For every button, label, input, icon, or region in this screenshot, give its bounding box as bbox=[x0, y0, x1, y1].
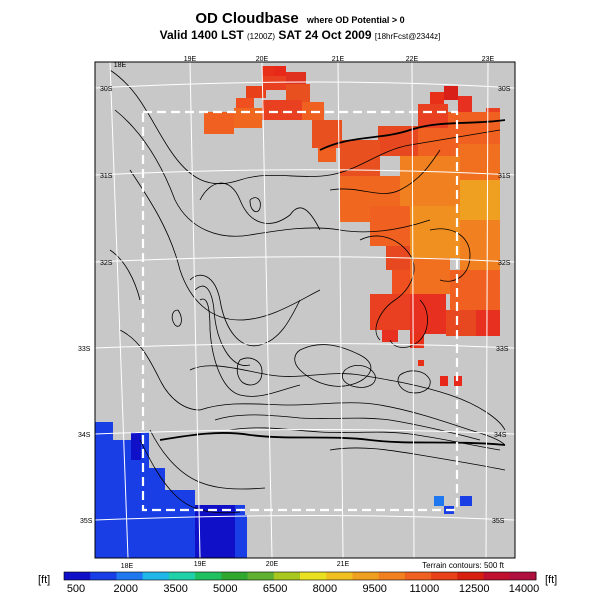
colorbar-tick-label: 5000 bbox=[213, 583, 237, 595]
lon-label: 18E bbox=[121, 563, 134, 570]
lon-labels-bottom: 18E 19E 20E 21E bbox=[121, 561, 350, 570]
valid-utc: (1200Z) bbox=[247, 32, 276, 41]
map-frame bbox=[94, 61, 516, 559]
lat-label: 30S bbox=[100, 86, 113, 93]
inner-domain-boundary bbox=[141, 110, 459, 512]
colorbar-swatch bbox=[352, 572, 380, 580]
lon-label: 20E bbox=[256, 56, 269, 63]
lon-label: 19E bbox=[194, 561, 207, 568]
colorbar-swatch bbox=[168, 572, 196, 580]
colorbar-tick-label: 12500 bbox=[459, 583, 490, 595]
colorbar-tick-label: 3500 bbox=[163, 583, 187, 595]
colorbar-frame bbox=[63, 571, 537, 581]
terrain-note: Terrain contours: 500 ft bbox=[422, 561, 505, 570]
lat-label: 32S bbox=[100, 260, 113, 267]
lon-label: 20E bbox=[266, 561, 279, 568]
colorbar-swatch bbox=[273, 572, 301, 580]
date-text: SAT 24 Oct 2009 bbox=[278, 28, 372, 42]
lat-label: 33S bbox=[78, 346, 91, 353]
lon-label: 21E bbox=[337, 561, 350, 568]
colorbar-tick-label: 11000 bbox=[410, 583, 440, 595]
title-condition: where OD Potential > 0 bbox=[306, 15, 405, 25]
lat-label: 34S bbox=[494, 432, 507, 439]
graticule bbox=[94, 61, 516, 559]
colorbar-swatch bbox=[300, 572, 327, 580]
colorbar-swatch bbox=[90, 572, 117, 580]
lat-labels-left: 30S 31S 32S 33S 34S 35S bbox=[78, 86, 113, 525]
colorbar-tick-label: 500 bbox=[67, 583, 85, 595]
lat-label: 33S bbox=[496, 346, 509, 353]
colorbar-tick-label: 6500 bbox=[263, 583, 287, 595]
colorbar bbox=[63, 571, 537, 581]
lat-label: 30S bbox=[498, 86, 511, 93]
colorbar-swatch bbox=[431, 572, 458, 580]
lon-label: 19E bbox=[184, 56, 197, 63]
title-main-text: OD Cloudbase bbox=[195, 10, 299, 27]
chart-subtitle: Valid 1400 LST (1200Z) SAT 24 Oct 2009 [… bbox=[0, 28, 600, 42]
lon-labels-top: 18E 19E 20E 21E 22E 23E bbox=[114, 56, 495, 69]
colorbar-tick-label: 9500 bbox=[362, 583, 386, 595]
colorbar-swatch bbox=[483, 572, 511, 580]
colorbar-swatch bbox=[221, 572, 249, 580]
lon-label: 22E bbox=[406, 56, 419, 63]
colorbar-swatch bbox=[509, 572, 537, 580]
colorbar-labels: 500 2000 3500 5000 6500 8000 9500 11000 12500 140… bbox=[67, 583, 539, 595]
valid-text: Valid 1400 LST bbox=[159, 28, 244, 42]
lat-label: 32S bbox=[498, 260, 511, 267]
lat-labels-right: 30S 31S 32S 33S 34S 35S bbox=[492, 86, 511, 525]
colorbar-swatch bbox=[247, 572, 275, 580]
colorbar-swatch bbox=[64, 572, 91, 580]
colorbar-unit-left: [ft] bbox=[38, 574, 50, 586]
coastline bbox=[159, 119, 506, 446]
colorbar-swatch bbox=[116, 572, 144, 580]
colorbar-swatch bbox=[457, 572, 485, 580]
terrain-contours bbox=[109, 69, 506, 514]
forecast-text: [18hrFcst@2344z] bbox=[374, 32, 441, 41]
lat-label: 31S bbox=[498, 173, 511, 180]
colorbar-tick-label: 8000 bbox=[313, 583, 337, 595]
colorbar-tick-label: 2000 bbox=[114, 583, 138, 595]
colorbar-tick-label: 14000 bbox=[509, 583, 540, 595]
colorbar-swatch bbox=[404, 572, 432, 580]
colorbar-swatch bbox=[378, 572, 406, 580]
lat-label: 31S bbox=[100, 173, 113, 180]
colorbar-swatch bbox=[326, 572, 353, 580]
lat-label: 35S bbox=[492, 518, 505, 525]
lat-label: 34S bbox=[78, 432, 91, 439]
lat-label: 35S bbox=[80, 518, 93, 525]
chart-title: OD Cloudbase where OD Potential > 0 bbox=[0, 10, 600, 27]
colorbar-swatch bbox=[195, 572, 222, 580]
colorbar-unit-right: [ft] bbox=[545, 574, 557, 586]
lon-label: 18E bbox=[114, 62, 127, 69]
lon-label: 21E bbox=[332, 56, 345, 63]
lon-label: 23E bbox=[482, 56, 495, 63]
colorbar-swatch bbox=[142, 572, 170, 580]
